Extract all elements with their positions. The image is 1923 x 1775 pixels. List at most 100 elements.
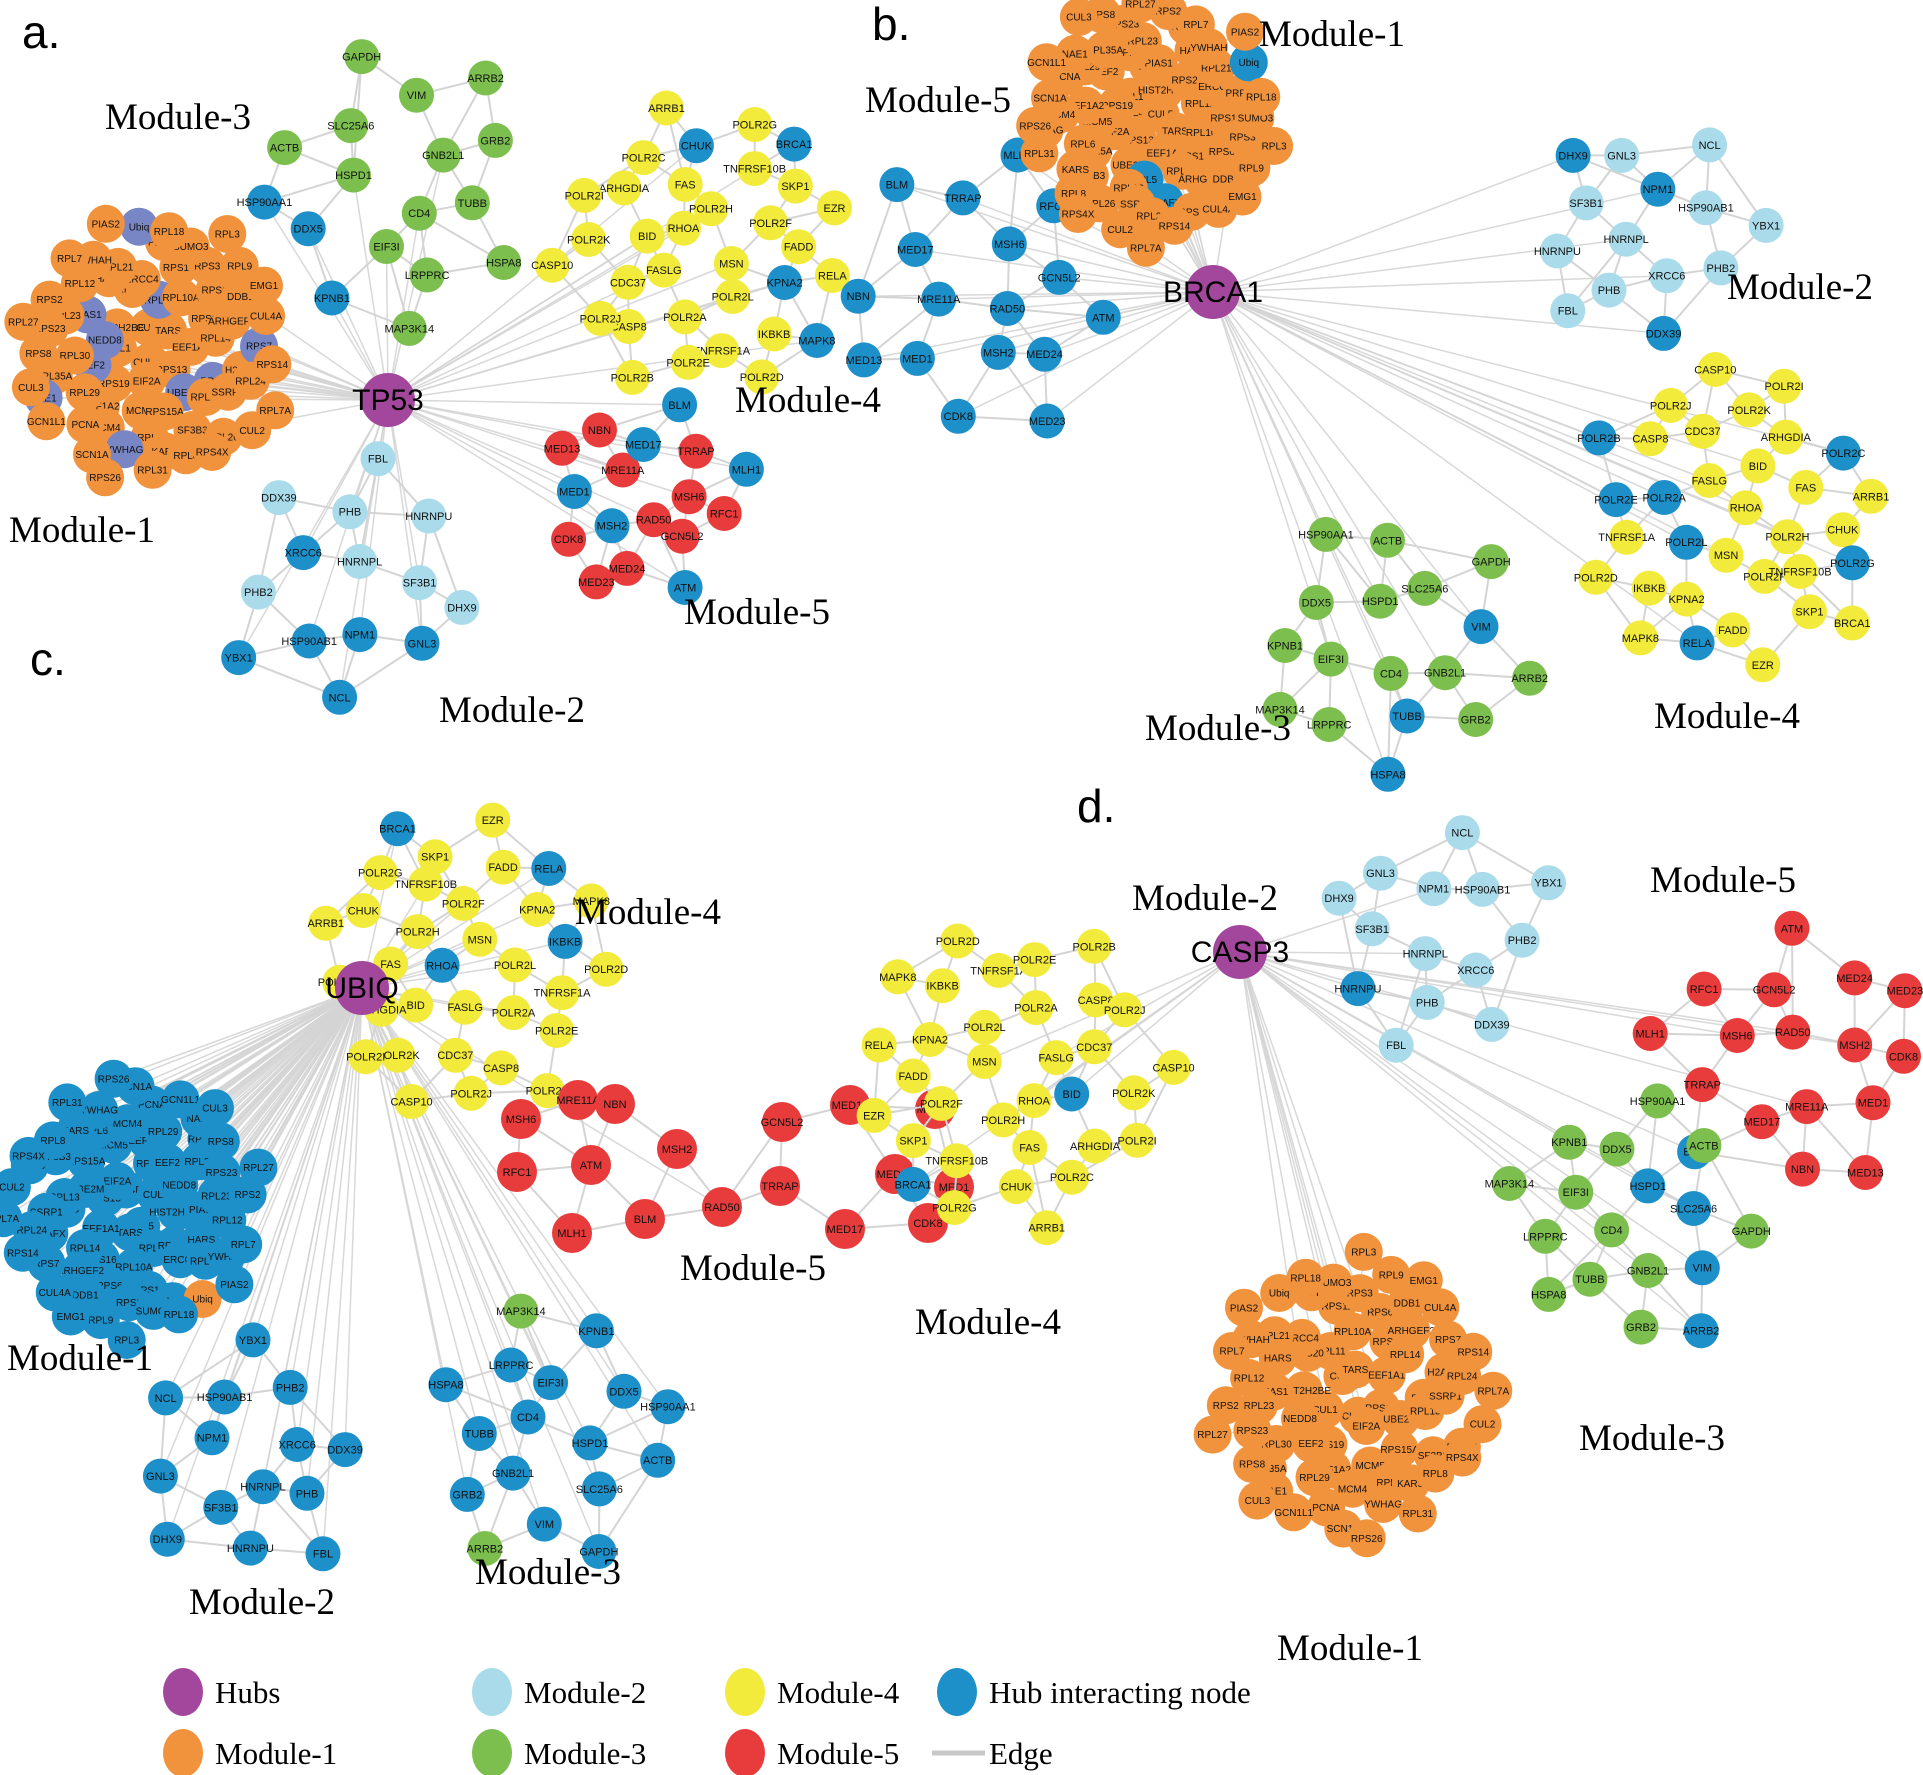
node-GCN1L1 xyxy=(1027,43,1066,82)
node-label-PIAS2: PIAS2 xyxy=(1231,27,1260,38)
node-label-RPL11: RPL11 xyxy=(144,295,174,306)
node-CASP8 xyxy=(611,309,647,344)
node-label-POLR2L: POLR2L xyxy=(963,1022,1005,1034)
node-label-MLH1: MLH1 xyxy=(557,1228,586,1240)
node-label-NBN: NBN xyxy=(588,425,611,437)
node-label-RPS16: RPS16 xyxy=(1373,1337,1405,1348)
node-GNL3 xyxy=(404,625,440,661)
node-label-ARRB2: ARRB2 xyxy=(1683,1326,1720,1338)
hub-edge xyxy=(113,987,363,1080)
node-label-HARS: HARS xyxy=(188,1235,216,1246)
node-HSPD1 xyxy=(1630,1168,1666,1204)
node-ARRB1 xyxy=(308,905,344,941)
node-label-MED1: MED1 xyxy=(939,1182,970,1194)
node-label-GAPDH: GAPDH xyxy=(1472,557,1511,569)
node-FASLG xyxy=(1038,1040,1074,1076)
node-label-CD4: CD4 xyxy=(1380,668,1402,680)
node-label-MSH6: MSH6 xyxy=(506,1114,537,1126)
hub-edge xyxy=(1212,291,1698,644)
node-KPNB1 xyxy=(314,280,350,316)
edge xyxy=(238,656,340,699)
node-label-MLH1: MLH1 xyxy=(1636,1029,1665,1041)
hub-edge xyxy=(1239,951,1649,1272)
node-label-POLR2F: POLR2F xyxy=(749,218,792,230)
node-label-POLR2E: POLR2E xyxy=(1013,955,1056,967)
node-label-TNFRSF1A: TNFRSF1A xyxy=(693,346,751,358)
node-TUBB xyxy=(454,185,490,221)
node-PHB2 xyxy=(1703,250,1739,286)
node-POLR2K xyxy=(380,1037,416,1073)
node-label-EZR: EZR xyxy=(482,815,504,827)
node-LRPPRC xyxy=(493,1347,529,1383)
node-SKP1 xyxy=(777,168,813,204)
node-label-RAD50: RAD50 xyxy=(990,304,1025,316)
node-label-MED24: MED24 xyxy=(1026,349,1063,361)
node-EIF2A xyxy=(1347,1407,1386,1445)
node-POLR2J xyxy=(1107,992,1143,1028)
node-label-MCM4: MCM4 xyxy=(91,423,121,434)
node-label-UBE2M: UBE2M xyxy=(167,388,201,399)
node-SKP1 xyxy=(417,839,453,875)
node-label-EIF3I: EIF3I xyxy=(373,242,399,254)
hub-edge xyxy=(1239,951,1426,955)
node-label-POLR2E: POLR2E xyxy=(535,1026,578,1038)
node-label-EMG1: EMG1 xyxy=(250,281,279,292)
node-label-RPS6: RPS6 xyxy=(1209,147,1236,158)
node-TRRAP xyxy=(760,1166,800,1206)
node-label-NBN: NBN xyxy=(1791,1164,1814,1176)
node-label-CHUK: CHUK xyxy=(681,141,713,153)
hub-edge xyxy=(1239,951,1703,1269)
node-SKP1 xyxy=(895,1123,931,1159)
node-label-POLR2D: POLR2D xyxy=(936,936,980,948)
node-label-EEF1A1: EEF1A1 xyxy=(1146,149,1184,160)
module-title-c-Module-5: Module-5 xyxy=(680,1248,826,1289)
node-SF3B1 xyxy=(203,1489,239,1525)
node-label-GCN5L2: GCN5L2 xyxy=(1038,272,1081,284)
node-label-RPS7: RPS7 xyxy=(1435,1335,1462,1346)
node-label-KPNA2: KPNA2 xyxy=(767,278,803,290)
node-label-TNFRSF1A: TNFRSF1A xyxy=(970,965,1028,977)
node-POLR2B xyxy=(1076,928,1112,964)
node-YWHAG xyxy=(105,430,144,469)
node-YBX1 xyxy=(1531,865,1566,901)
node-label-HSPD1: HSPD1 xyxy=(1629,1181,1666,1193)
node-label-EZR: EZR xyxy=(863,1110,885,1122)
node-MED13 xyxy=(544,430,580,466)
node-label-HSP90AA1: HSP90AA1 xyxy=(1298,529,1354,541)
node-label-POLR2D: POLR2D xyxy=(1574,572,1618,584)
node-MRE11A xyxy=(605,452,641,488)
node-label-RPL21: RPL21 xyxy=(1259,1331,1290,1342)
node-label-GNL3: GNL3 xyxy=(1607,150,1636,162)
node-label-MCM5: MCM5 xyxy=(98,1140,128,1151)
node-label-BRCA1: BRCA1 xyxy=(1834,618,1871,630)
node-label-SSRP1: SSRP1 xyxy=(30,1207,63,1218)
node-label-MED1: MED1 xyxy=(559,487,590,499)
node-label-GCN5L2: GCN5L2 xyxy=(661,531,704,543)
node-label-RPL9: RPL9 xyxy=(1379,1271,1404,1282)
node-label-DHX9: DHX9 xyxy=(1324,893,1353,905)
node-label-POLR2K: POLR2K xyxy=(1112,1088,1156,1100)
hub-edge xyxy=(1212,291,1446,674)
node-label-PHB2: PHB2 xyxy=(1707,263,1736,275)
node-RAD50 xyxy=(702,1187,742,1227)
node-label-VIM: VIM xyxy=(1693,1263,1713,1275)
node-label-RPL14: RPL14 xyxy=(200,333,231,344)
node-label-RPS6: RPS6 xyxy=(202,286,229,297)
node-label-RPL7A: RPL7A xyxy=(1130,243,1162,254)
panel-a-nodes: CD4 HSPD1 GNB2L1 EIF3I SLC25A6 TUBB DDX5 VIM LRP… xyxy=(4,39,852,715)
node-label-NCL: NCL xyxy=(1699,140,1721,152)
node-label-POLR2C: POLR2C xyxy=(622,153,666,165)
node-DDX39 xyxy=(1646,315,1682,351)
panel-c: RHOA MSN FASLG POLR2H POLR2L BID POLR2F POLR2A F… xyxy=(0,633,974,1623)
node-XRCC6 xyxy=(279,1427,315,1462)
node-RPL3 xyxy=(1344,1232,1383,1271)
node-CHUK xyxy=(1825,512,1861,548)
node-label-FASLG: FASLG xyxy=(1692,475,1727,487)
node-IKBKB xyxy=(547,923,583,959)
node-label-RPL12: RPL12 xyxy=(1234,1374,1265,1385)
node-MED13 xyxy=(846,342,882,378)
module-title-d-Module-4: Module-4 xyxy=(915,1302,1061,1343)
node-label-YBX1: YBX1 xyxy=(1752,220,1780,232)
node-label-CUL1: CUL1 xyxy=(1312,1405,1338,1416)
node-BLM xyxy=(879,167,915,203)
